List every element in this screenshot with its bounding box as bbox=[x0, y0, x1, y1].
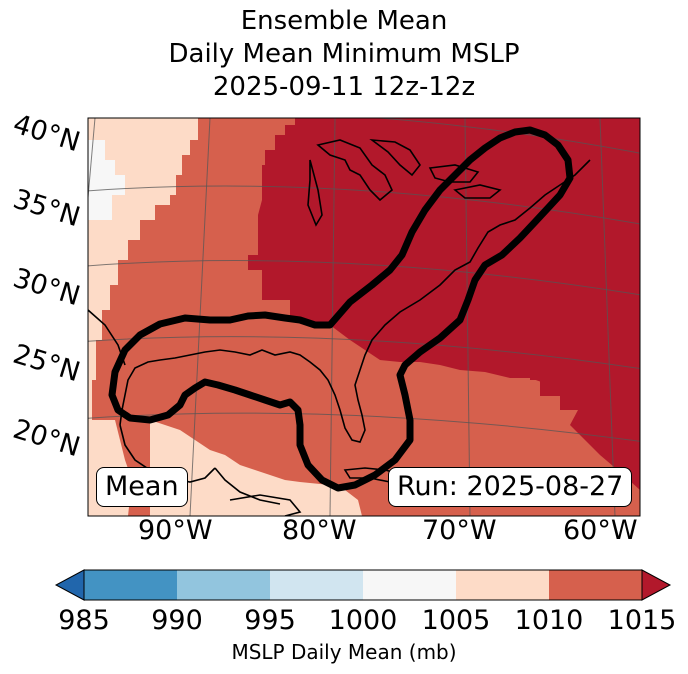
colorbar-extend-high bbox=[641, 569, 672, 601]
lon-label-70w: 70°W bbox=[422, 515, 497, 546]
pressure-field-1015-step bbox=[530, 366, 578, 410]
run-label-box: Run: 2025-08-27 bbox=[388, 467, 633, 507]
colorbar-tick-990: 990 bbox=[151, 605, 203, 636]
colorbar bbox=[54, 569, 672, 601]
lon-label-80w: 80°W bbox=[282, 515, 357, 546]
pressure-field-1010 bbox=[88, 118, 640, 516]
lon-label-90w: 90°W bbox=[138, 515, 213, 546]
title-line-1: Ensemble Mean bbox=[240, 6, 448, 36]
colorbar-bin-1005 bbox=[456, 570, 549, 600]
colorbar-tick-1000: 1000 bbox=[328, 605, 398, 636]
colorbar-tick-1010: 1010 bbox=[514, 605, 584, 636]
colorbar-outline bbox=[83, 569, 643, 601]
map-panel bbox=[88, 118, 640, 516]
lon-label-60w: 60°W bbox=[563, 515, 638, 546]
colorbar-bin-1000 bbox=[363, 570, 456, 600]
colorbar-tick-985: 985 bbox=[58, 605, 110, 636]
title-line-2: Daily Mean Minimum MSLP bbox=[168, 39, 520, 69]
colorbar-label: MSLP Daily Mean (mb) bbox=[231, 640, 457, 664]
colorbar-tick-1015: 1015 bbox=[607, 605, 677, 636]
pressure-field-1005-south bbox=[150, 420, 362, 516]
map-frame bbox=[87, 117, 641, 517]
colorbar-extend-low bbox=[54, 569, 85, 601]
pressure-field-1005 bbox=[88, 118, 198, 516]
colorbar-bin-985 bbox=[84, 570, 177, 600]
figure-title: Ensemble Mean Daily Mean Minimum MSLP 20… bbox=[0, 5, 688, 104]
colorbar-tick-995: 995 bbox=[244, 605, 296, 636]
colorbar-bin-1010 bbox=[549, 570, 642, 600]
colorbar-tick-1005: 1005 bbox=[421, 605, 491, 636]
colorbar-bin-995 bbox=[270, 570, 363, 600]
pressure-field-1000 bbox=[88, 140, 125, 220]
ensemble-contour bbox=[108, 126, 574, 492]
mean-label-box: Mean bbox=[96, 467, 188, 507]
title-line-3: 2025-09-11 12z-12z bbox=[212, 72, 476, 102]
colorbar-bin-990 bbox=[177, 570, 270, 600]
